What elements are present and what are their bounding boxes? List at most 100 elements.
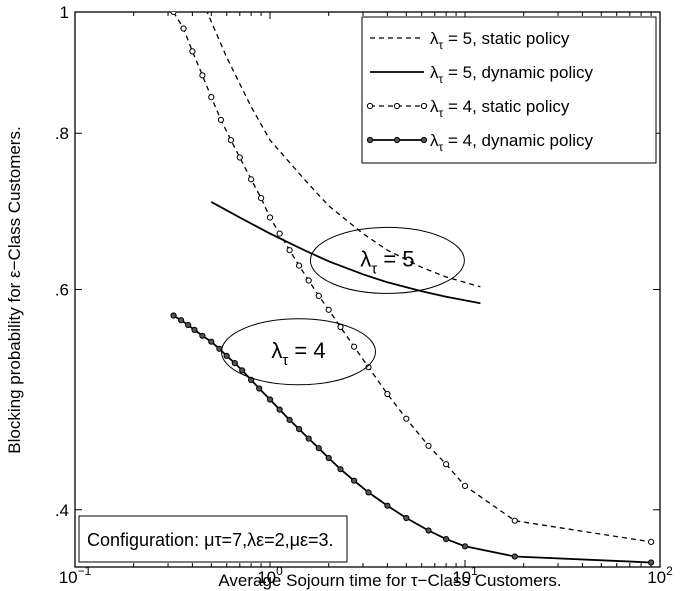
legend-sample-marker <box>366 102 374 110</box>
annotation-value: = 5 <box>377 246 414 271</box>
data-point <box>443 536 450 543</box>
data-point <box>315 292 322 299</box>
data-point <box>248 176 255 183</box>
legend-text: = 4, dynamic policy <box>443 131 593 150</box>
data-point <box>403 415 410 422</box>
legend-subscript: τ <box>439 38 444 52</box>
data-point <box>315 445 322 452</box>
legend-sample-marker <box>393 136 401 144</box>
data-point <box>305 277 312 284</box>
data-point <box>170 12 177 16</box>
data-point <box>208 94 215 101</box>
data-point <box>276 230 283 237</box>
data-point <box>180 25 187 32</box>
annotation-lambda-5: λτ = 5 <box>309 226 465 294</box>
data-point <box>425 442 432 449</box>
y-tick-label: .6 <box>55 281 69 300</box>
data-point <box>231 360 238 367</box>
annotation-subscript: τ <box>371 260 377 277</box>
data-point <box>236 154 243 161</box>
data-point <box>325 454 332 462</box>
data-point <box>296 262 303 269</box>
data-point <box>239 367 246 374</box>
legend-sample-marker <box>366 136 374 144</box>
data-point <box>223 352 230 359</box>
data-point <box>461 482 469 489</box>
data-point <box>189 48 196 55</box>
legend-subscript: τ <box>439 140 444 154</box>
data-point <box>337 323 344 331</box>
y-tick-label: .8 <box>55 124 69 143</box>
legend-symbol: λ <box>430 97 439 116</box>
annotation-value: = 4 <box>288 338 325 363</box>
annotation-label: λτ = 4 <box>271 338 325 369</box>
data-point <box>199 332 206 339</box>
data-point <box>286 247 293 254</box>
data-point <box>191 326 198 333</box>
annotation-ellipse <box>220 318 376 386</box>
annotation-symbol: λ <box>360 246 371 271</box>
x-tick-label: 100 <box>257 564 283 587</box>
x-axis-label: Average Sojourn time for τ−Class Custome… <box>218 571 561 590</box>
y-tick-label: 1 <box>60 3 69 22</box>
data-point <box>170 312 177 319</box>
legend-subscript: τ <box>439 106 444 120</box>
annotation-ellipse <box>309 226 465 294</box>
axis-ticks: 10−1 100 101 102 .4 .6 .8 1 <box>55 3 673 587</box>
data-point <box>384 502 391 509</box>
y-tick-label: .4 <box>55 501 69 520</box>
annotation-symbol: λ <box>271 338 282 363</box>
data-point <box>256 385 263 392</box>
configuration-box: Configuration: μτ=7,λε=2,με=3. <box>78 515 348 563</box>
legend-samples <box>366 37 428 144</box>
data-point <box>443 461 450 468</box>
legend-box <box>361 16 657 164</box>
legend-sample-marker <box>393 102 401 110</box>
data-point <box>351 343 358 350</box>
legend-sample-marker <box>420 102 428 110</box>
data-point <box>403 514 410 522</box>
data-point <box>305 435 312 442</box>
legend-text: = 4, static policy <box>443 97 570 116</box>
series-line-1 <box>210 201 481 305</box>
annotation-label: λτ = 5 <box>360 246 414 277</box>
legend-entry-label: λτ = 4, static policy <box>430 97 570 120</box>
data-point <box>258 195 265 202</box>
data-point <box>276 406 283 413</box>
legend-text: = 5, dynamic policy <box>443 63 593 82</box>
legend: λτ = 5, static policy λτ = 5, dynamic po… <box>361 16 657 164</box>
y-axis-label: Blocking probability for ε−Class Custome… <box>5 126 24 453</box>
series-line-0 <box>206 12 481 288</box>
data-point <box>365 364 372 371</box>
legend-entry-label: λτ = 4, dynamic policy <box>430 131 594 154</box>
data-point <box>365 489 372 496</box>
annotation-lambda-4: λτ = 4 <box>220 318 376 386</box>
legend-text: = 5, static policy <box>443 29 570 48</box>
data-point <box>337 466 344 473</box>
data-point <box>217 116 224 123</box>
legend-symbol: λ <box>430 131 439 150</box>
configuration-text: Configuration: μτ=7,λε=2,με=3. <box>87 530 334 550</box>
legend-symbol: λ <box>430 29 439 48</box>
data-point <box>227 137 234 144</box>
data-point <box>266 214 274 221</box>
legend-entry-label: λτ = 5, dynamic policy <box>430 63 594 86</box>
data-point <box>648 559 655 566</box>
data-point <box>351 477 358 484</box>
legend-sample-marker <box>420 136 428 144</box>
annotation-subscript: τ <box>282 352 288 369</box>
data-point <box>199 72 206 79</box>
data-point <box>296 426 303 433</box>
x-tick-label: 10−1 <box>59 564 92 587</box>
data-point <box>325 306 332 313</box>
x-tick-label: 102 <box>647 564 673 587</box>
legend-entry-label: λτ = 5, static policy <box>430 29 570 52</box>
data-point <box>185 321 192 329</box>
data-point <box>266 396 274 403</box>
data-point <box>511 553 518 560</box>
data-point <box>425 527 432 534</box>
configuration-frame <box>78 515 348 563</box>
legend-subscript: τ <box>439 72 444 86</box>
data-point <box>648 538 655 546</box>
